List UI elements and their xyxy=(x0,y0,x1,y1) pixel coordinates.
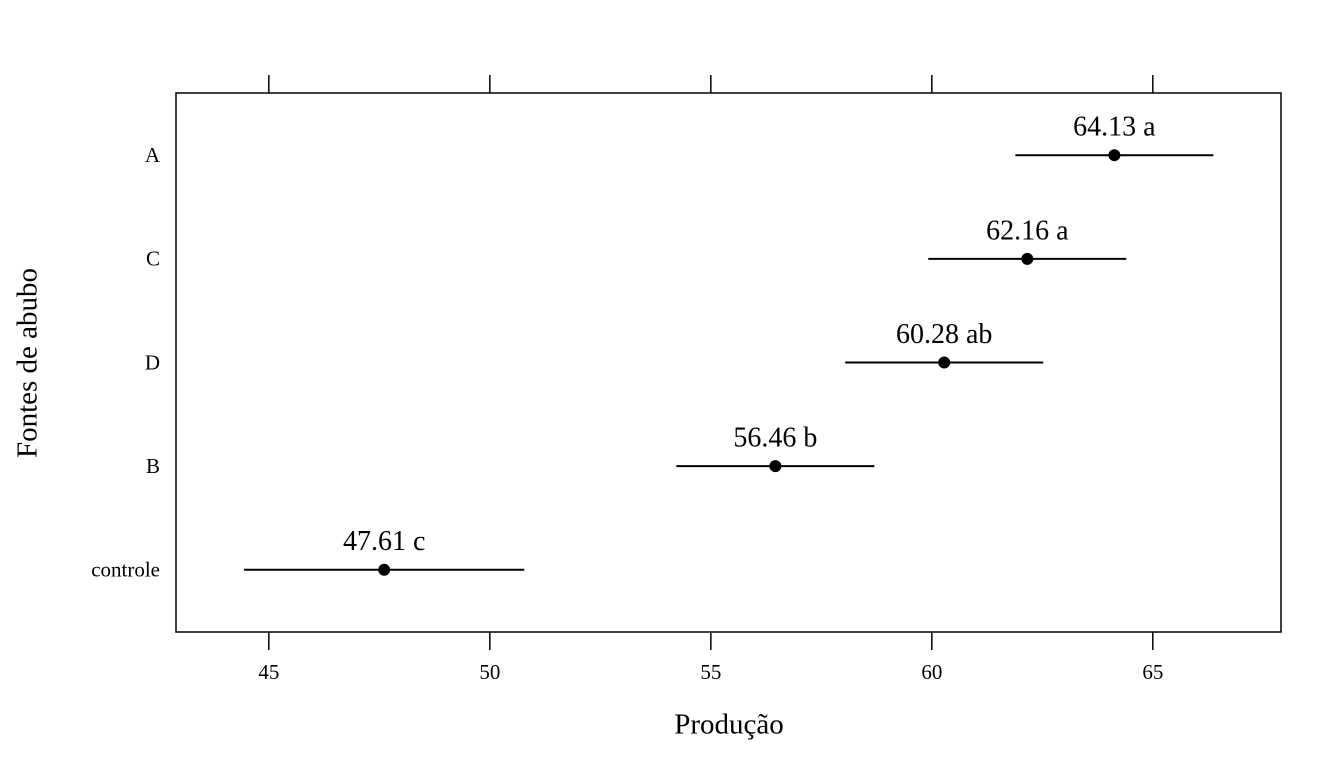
data-label: 60.28 ab xyxy=(896,319,992,350)
data-label: 64.13 a xyxy=(1073,112,1156,143)
x-tick-label: 45 xyxy=(258,660,279,684)
plot-frame xyxy=(175,92,1282,633)
x-tick-label: 60 xyxy=(921,660,942,684)
point xyxy=(938,356,951,369)
x-tick-label: 50 xyxy=(479,660,500,684)
y-tick-label: controle xyxy=(91,558,160,582)
y-tick-label: C xyxy=(146,247,160,271)
data-label: 62.16 a xyxy=(986,215,1069,246)
point xyxy=(378,563,391,576)
x-tick-label: 65 xyxy=(1142,660,1163,684)
point xyxy=(769,460,782,473)
point xyxy=(1021,252,1034,265)
data-label: 47.61 c xyxy=(343,526,425,557)
point xyxy=(1108,149,1121,162)
y-axis-title: Fontes de abubo xyxy=(12,268,44,458)
x-axis-title: Produção xyxy=(674,709,784,741)
data-label: 56.46 b xyxy=(733,423,817,454)
y-tick-label: A xyxy=(145,143,161,167)
y-tick-label: B xyxy=(146,454,160,478)
x-tick-label: 55 xyxy=(700,660,721,684)
y-tick-label: D xyxy=(145,350,160,374)
